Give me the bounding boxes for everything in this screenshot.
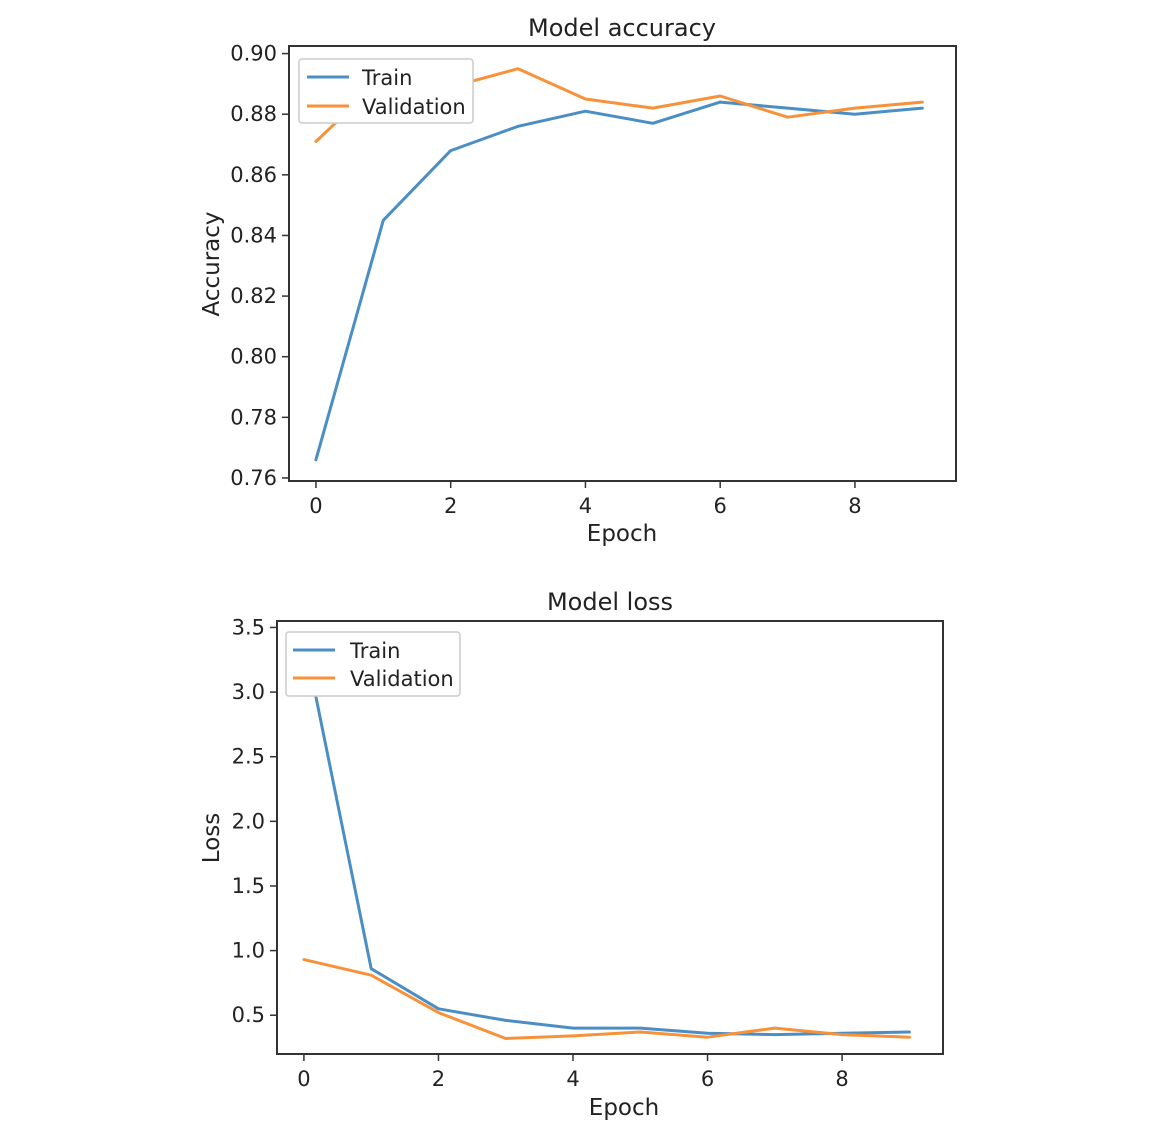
accuracy-y-tick-label: 0.76: [230, 466, 277, 490]
loss-x-tick-label: 0: [297, 1067, 310, 1091]
accuracy-legend: Train Validation: [298, 58, 474, 124]
loss-x-tick-label: 4: [566, 1067, 579, 1091]
accuracy-y-tick-label: 0.78: [230, 405, 277, 429]
loss-train-series-line: [302, 636, 911, 1037]
accuracy-y-axis-label: Accuracy: [199, 211, 225, 316]
accuracy-x-axis-label: Epoch: [587, 521, 657, 547]
accuracy-x-tick-label: 0: [309, 494, 322, 518]
loss-y-tick-label: 1.5: [232, 874, 265, 898]
accuracy-x-tick-label: 4: [579, 494, 592, 518]
loss-y-tick-label: 3.5: [232, 615, 265, 639]
loss-x-tick-label: 6: [701, 1067, 714, 1091]
accuracy-legend-validation-label: Validation: [362, 95, 466, 119]
loss-legend-train-label: Train: [349, 639, 400, 663]
accuracy-y-tick-label: 0.84: [230, 223, 277, 247]
accuracy-x-tick-label: 2: [444, 494, 457, 518]
accuracy-legend-train-label: Train: [361, 66, 412, 90]
loss-y-tick-label: 2.5: [232, 745, 265, 769]
accuracy-y-tick-label: 0.80: [230, 345, 277, 369]
accuracy-train-series-line: [314, 100, 924, 462]
accuracy-y-tick-label: 0.86: [230, 163, 277, 187]
loss-legend-validation-label: Validation: [350, 667, 454, 691]
accuracy-plot-lines: [314, 67, 924, 462]
loss-y-tick-label: 0.5: [232, 1003, 265, 1027]
accuracy-y-tick-label: 0.90: [230, 42, 277, 66]
loss-y-axis-label: Loss: [199, 813, 225, 863]
loss-validation-series-line: [302, 958, 911, 1040]
accuracy-chart-title: Model accuracy: [528, 14, 716, 42]
accuracy-x-tick-label: 6: [714, 494, 727, 518]
accuracy-ticks: 0 2 4 6 8 0.76 0.78 0.80 0.82 0.84 0.86 0.88 0.90: [230, 42, 861, 518]
accuracy-x-tick-label: 8: [848, 494, 861, 518]
accuracy-plot-frame: [288, 45, 957, 482]
loss-y-tick-label: 1.0: [232, 939, 265, 963]
loss-legend: Train Validation: [285, 631, 461, 697]
accuracy-y-tick-label: 0.82: [230, 284, 277, 308]
loss-plot-lines: [302, 636, 911, 1040]
loss-y-tick-label: 3.0: [232, 680, 265, 704]
loss-chart: Model loss Epoch Loss 0 2 4 6 8 0.5 1.0 1.5 2.0 2…: [199, 588, 944, 1121]
loss-legend-box: [285, 631, 461, 697]
loss-chart-title: Model loss: [547, 588, 673, 616]
loss-plot-frame: [276, 620, 944, 1055]
accuracy-chart: Model accuracy Epoch Accuracy 0 2 4 6 80.760…: [199, 14, 957, 547]
loss-x-tick-label: 2: [432, 1067, 445, 1091]
accuracy-y-tick-label: 0.88: [230, 102, 277, 126]
loss-ticks: 0 2 4 6 8 0.5 1.0 1.5 2.0 2.5 3.0 3.5: [232, 615, 849, 1091]
loss-y-tick-label: 2.0: [232, 809, 265, 833]
loss-x-axis-label: Epoch: [589, 1095, 659, 1121]
loss-x-tick-label: 8: [835, 1067, 848, 1091]
